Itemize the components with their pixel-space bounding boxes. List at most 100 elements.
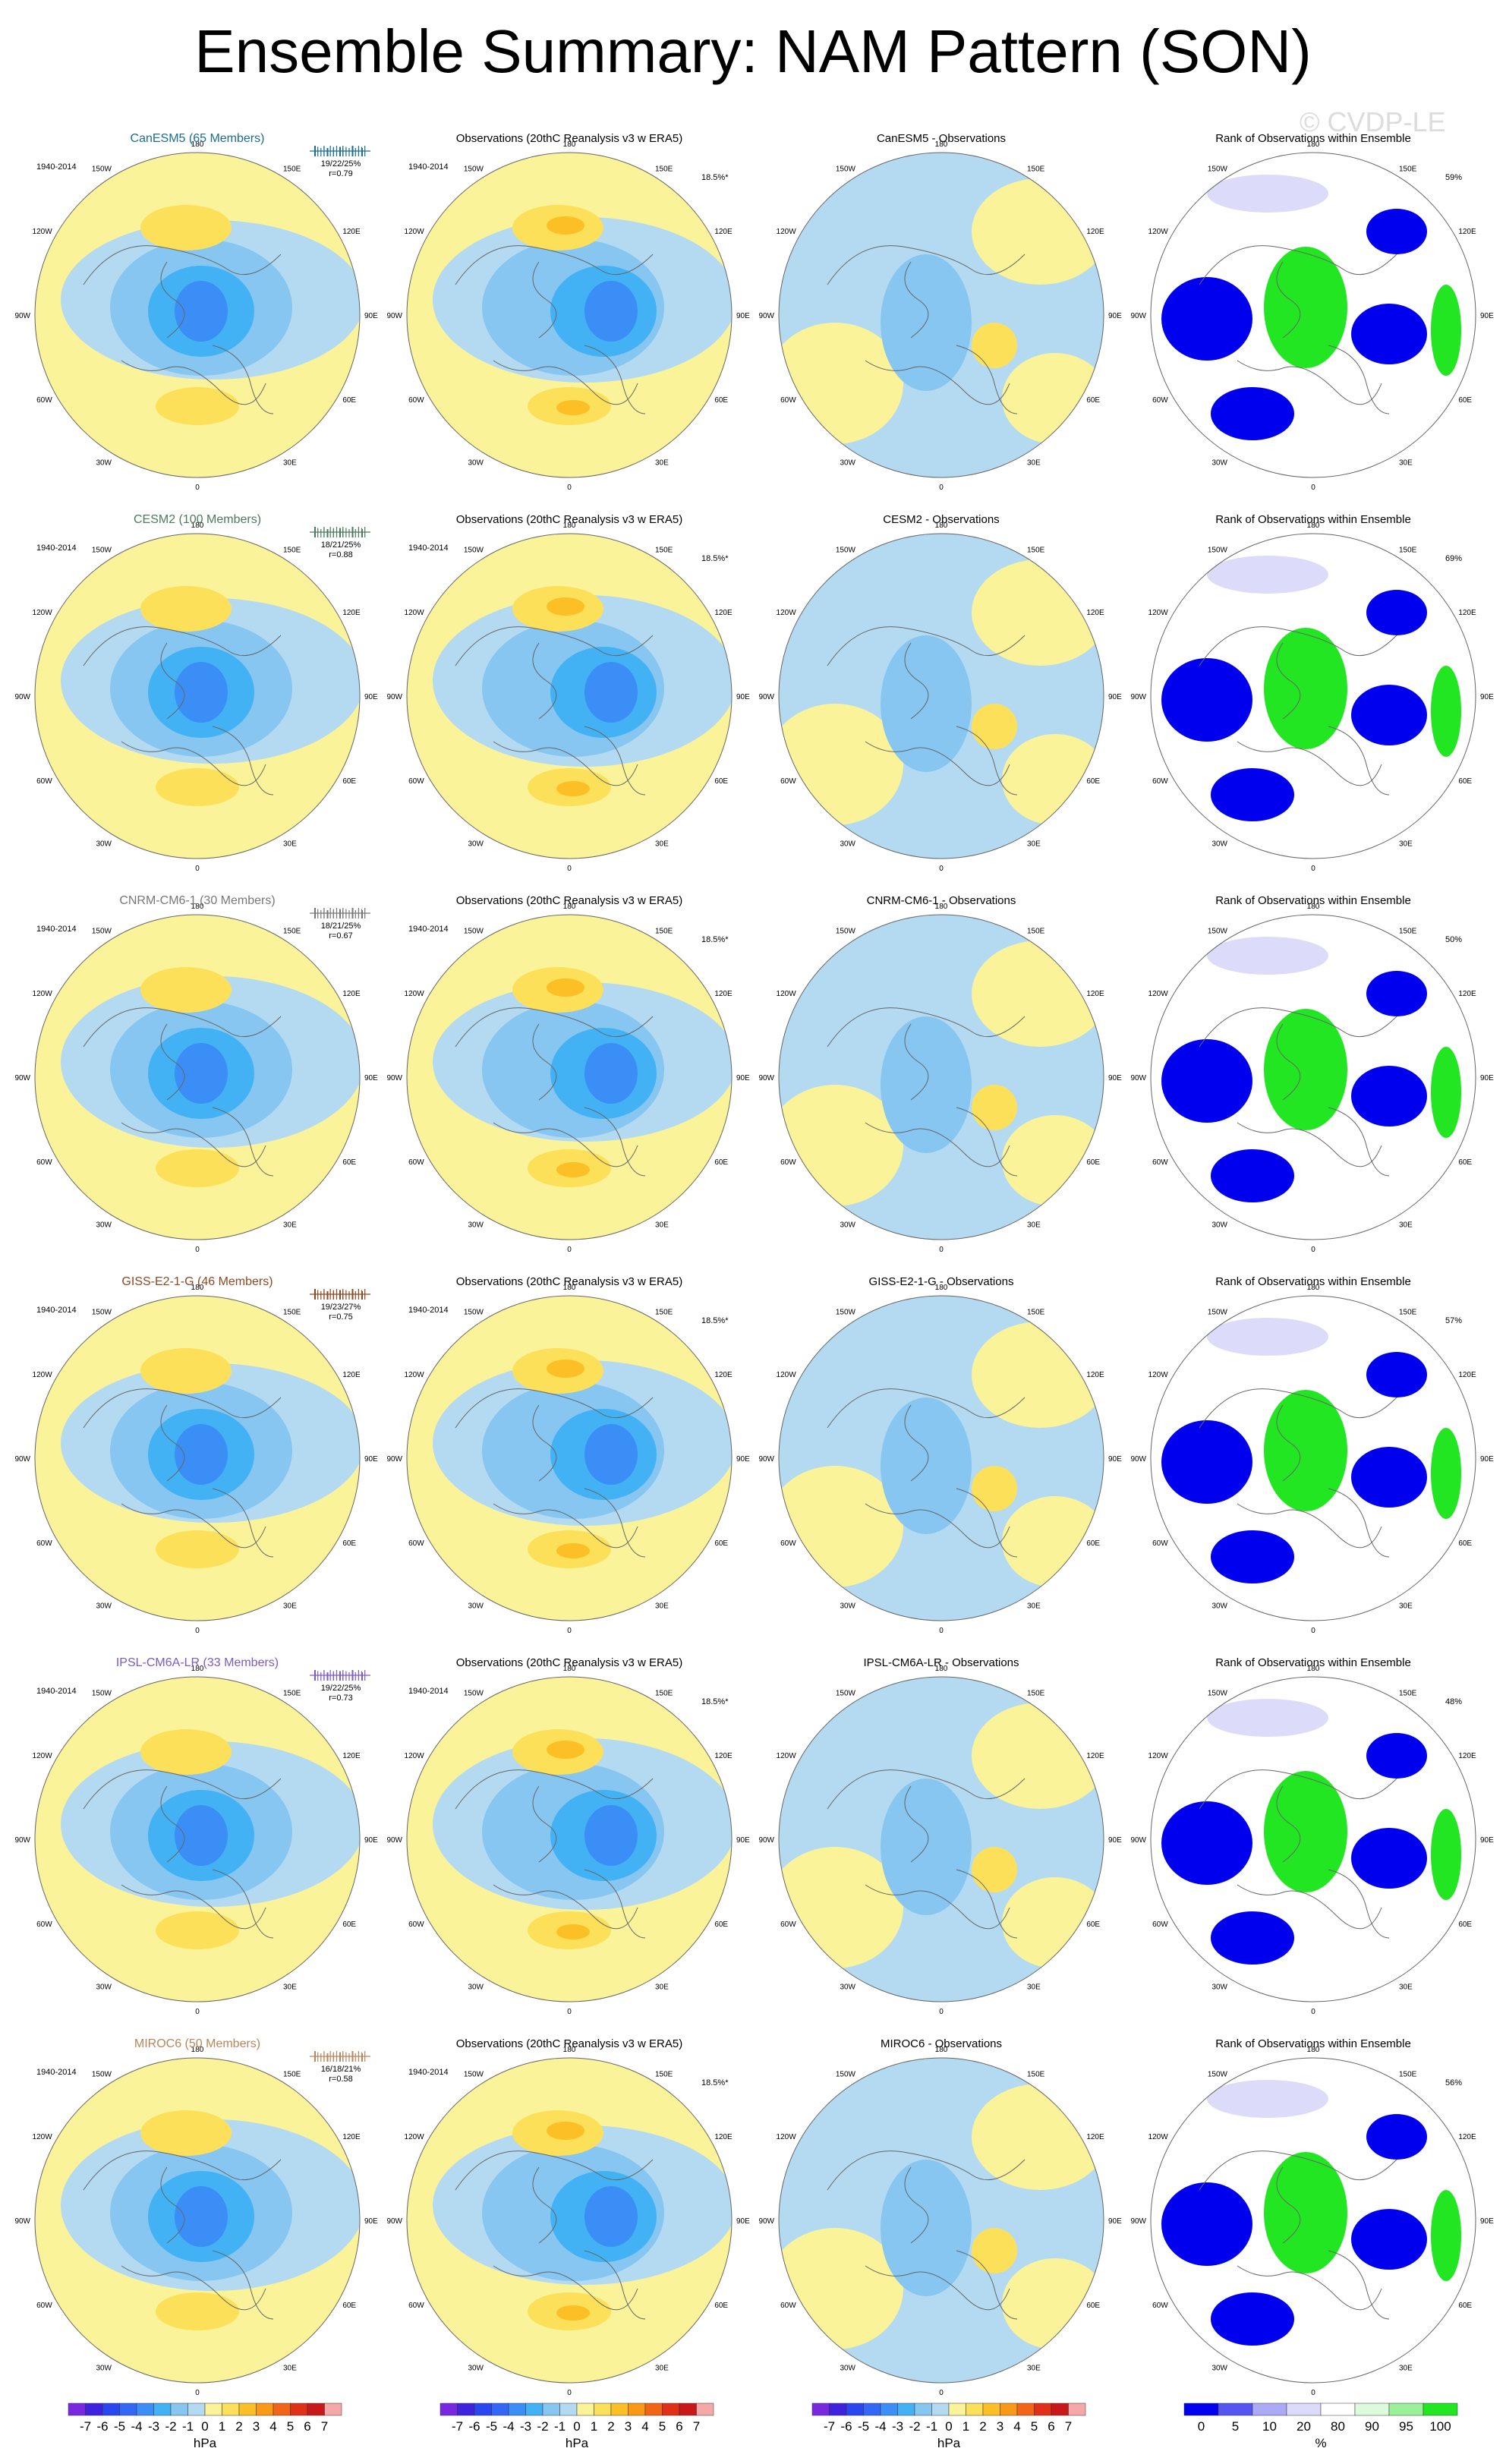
period-label: 1940-2014 — [36, 925, 77, 934]
lon-label-wnw: 120W — [33, 1371, 53, 1379]
lon-label-ene: 120E — [714, 609, 733, 617]
high-pressure-south-core — [556, 781, 590, 796]
lon-label-e: 90E — [364, 312, 378, 320]
colorbar-unit: hPa — [566, 2436, 589, 2450]
colorbar-tick: -1 — [554, 2419, 566, 2434]
coastlines — [83, 1007, 282, 1177]
diff-panel: 180 0 90E 90W 150E 150W 120E 120W 60E 60W 30E 30W IP… — [759, 1638, 1123, 2018]
colorbar-tick: 0 — [573, 2419, 580, 2434]
lon-label-n: 180 — [935, 521, 948, 530]
lon-label-nne: 150E — [1027, 547, 1045, 555]
colorbar-tick: 7 — [1065, 2419, 1072, 2434]
lon-label-nne: 150E — [655, 928, 673, 936]
rank-title: Rank of Observations within Ensemble — [1215, 132, 1411, 145]
map-border — [34, 2057, 361, 2384]
lon-label-nnw: 150W — [836, 165, 856, 174]
lon-label-ese: 60E — [1086, 2302, 1100, 2310]
colorbar-tick: -1 — [926, 2419, 937, 2434]
lon-label-s: 0 — [939, 2008, 944, 2016]
map-field — [1151, 534, 1476, 859]
rank-low-north — [1366, 1352, 1427, 1397]
map-border — [778, 1676, 1104, 2002]
high-pressure-north-core — [547, 597, 584, 616]
rank-panel: 180 0 90E 90W 150E 150W 120E 120W 60E 60W 30E 30W Ra… — [1131, 495, 1495, 874]
map-border — [406, 1295, 733, 1621]
row-0: 180 0 90E 90W 150E 150W 120E 120W 60E 60W 30E 30W Ca… — [0, 15, 1506, 492]
difference-positive-core — [972, 2228, 1017, 2273]
lon-label-ese: 60E — [1458, 1158, 1472, 1167]
rank-low-east — [1351, 685, 1427, 745]
lon-label-wsw: 60W — [1152, 1158, 1168, 1167]
rank-low-west — [1161, 658, 1252, 742]
lon-label-ene: 120E — [342, 609, 361, 617]
map-border — [34, 914, 361, 1240]
lon-label-n: 180 — [1307, 140, 1320, 149]
map-border — [778, 2057, 1104, 2384]
lon-label-e: 90E — [1108, 1455, 1122, 1464]
lon-label-wnw: 120W — [405, 1371, 425, 1379]
lon-label-nne: 150E — [283, 1309, 301, 1317]
watermark: © CVDP-LE — [1300, 106, 1446, 137]
colorbar-swatch — [1286, 2403, 1322, 2416]
rank-high-east — [1431, 285, 1461, 376]
lon-label-ese: 60E — [1458, 2302, 1472, 2310]
rank-title: Rank of Observations within Ensemble — [1215, 2037, 1411, 2050]
colorbar-tick: -4 — [131, 2419, 142, 2434]
rank-pale-north — [1207, 556, 1328, 594]
lon-label-sse: 30E — [283, 2364, 297, 2372]
lon-label-n: 180 — [191, 903, 204, 911]
lon-label-ese: 60E — [342, 1920, 356, 1929]
diff-title: CESM2 - Observations — [883, 513, 1000, 526]
rank-percent: 50% — [1445, 935, 1463, 944]
colorbar-swatch — [897, 2403, 915, 2416]
lon-label-ene: 120E — [342, 228, 361, 236]
rank-percent: 56% — [1445, 2078, 1463, 2087]
lon-label-ssw: 30W — [468, 1221, 484, 1229]
pct-range: 16/18/21% — [320, 2065, 361, 2074]
colorbar-tick: 7 — [693, 2419, 700, 2434]
colorbar-tick: -3 — [892, 2419, 903, 2434]
lon-label-e: 90E — [1480, 312, 1494, 320]
lon-label-s: 0 — [567, 2389, 572, 2397]
map-border — [778, 533, 1104, 859]
model-panel: 180 0 90E 90W 150E 150W 120E 120W 60E 60W 30E 30W MI… — [15, 2019, 380, 2399]
pct-range: 19/23/27% — [320, 1303, 361, 1312]
colorbar-swatch — [914, 2403, 932, 2416]
colorbar-tick: 2 — [607, 2419, 614, 2434]
lon-label-wnw: 120W — [1148, 990, 1169, 998]
colorbar-swatch — [153, 2403, 172, 2416]
coastlines — [1199, 1388, 1397, 1558]
lon-label-s: 0 — [1311, 1246, 1315, 1254]
lon-label-s: 0 — [567, 2008, 572, 2016]
colorbar-swatch — [273, 2403, 291, 2416]
difference-positive-core — [972, 1466, 1017, 1511]
colorbar-tick: -7 — [824, 2419, 835, 2434]
map-field — [407, 915, 732, 1240]
coastlines — [83, 245, 282, 414]
rank-high-center — [1264, 1009, 1347, 1130]
map-field — [407, 1296, 732, 1621]
high-pressure-south — [156, 1149, 239, 1187]
lon-label-e: 90E — [736, 312, 750, 320]
coastlines — [83, 1388, 282, 1558]
lon-label-s: 0 — [567, 1246, 572, 1254]
difference-positive-core — [972, 323, 1017, 368]
lon-label-ene: 120E — [1458, 990, 1476, 998]
ensemble-stats: 19/23/27% r=0.75 — [307, 1303, 375, 1322]
lon-label-sse: 30E — [283, 840, 297, 848]
colorbar-tick: -2 — [165, 2419, 176, 2434]
colorbar-tick: 5 — [1031, 2419, 1038, 2434]
map-field — [1151, 153, 1476, 477]
lon-label-e: 90E — [1108, 1836, 1122, 1845]
lon-label-wsw: 60W — [36, 1539, 52, 1548]
lon-label-e: 90E — [1108, 312, 1122, 320]
colorbar-swatch — [594, 2403, 612, 2416]
coastlines — [1199, 245, 1397, 414]
lon-label-ene: 120E — [714, 990, 733, 998]
lon-label-nne: 150E — [1027, 165, 1045, 174]
lon-label-ese: 60E — [342, 2302, 356, 2310]
rank-percent: 57% — [1445, 1316, 1463, 1325]
row-1: 180 0 90E 90W 150E 150W 120E 120W 60E 60W 30E 30W CE… — [0, 396, 1506, 873]
rank-percent: 48% — [1445, 1697, 1463, 1706]
colorbar-swatch — [628, 2403, 646, 2416]
